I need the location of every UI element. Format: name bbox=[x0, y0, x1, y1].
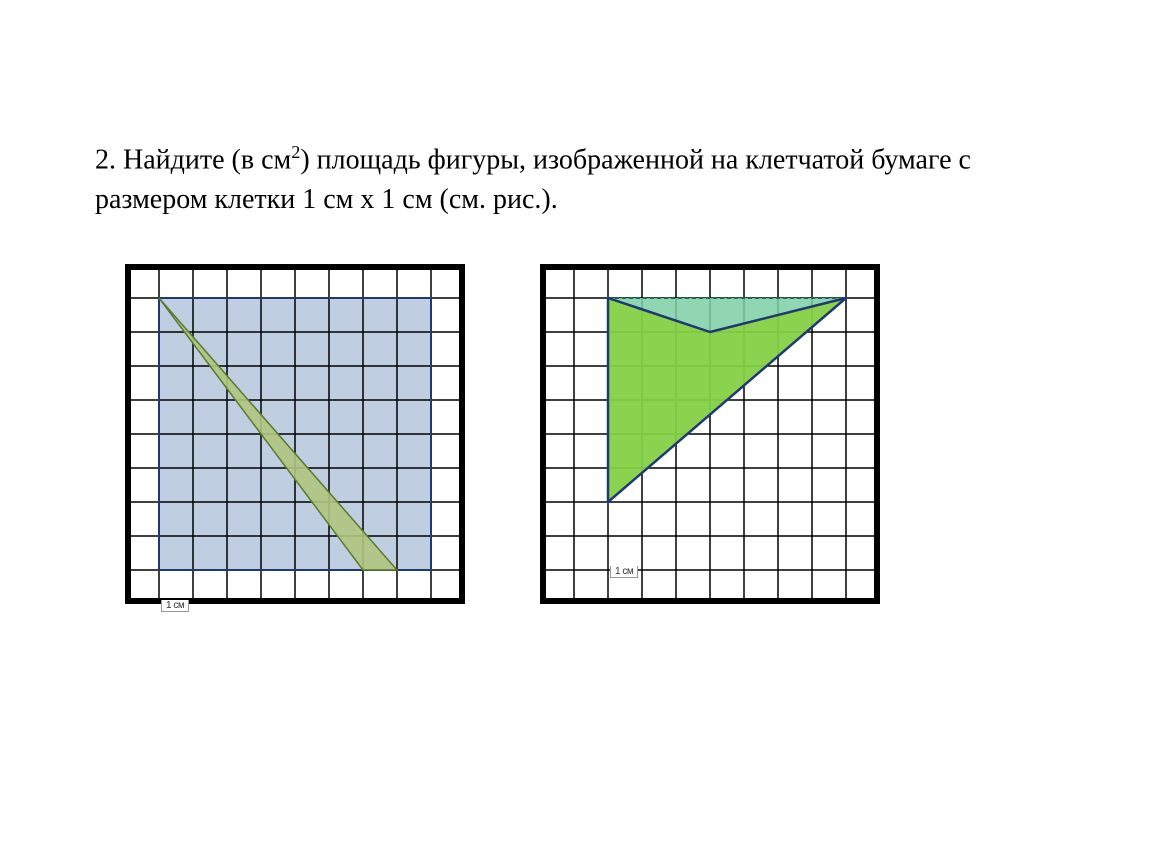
figure-2: 1 см bbox=[540, 264, 880, 604]
grid-figure-1 bbox=[125, 264, 465, 604]
scale-label: 1 см bbox=[610, 566, 638, 578]
scale-label: 1 см bbox=[161, 600, 189, 612]
grid-figure-2 bbox=[540, 264, 880, 604]
figures-row: 1 см 1 см bbox=[95, 264, 1055, 604]
problem-text: 2. Найдите (в см2) площадь фигуры, изобр… bbox=[95, 140, 1055, 219]
problem-number: 2. bbox=[95, 144, 116, 175]
problem-text-1: Найдите (в см bbox=[123, 144, 291, 175]
problem-superscript: 2 bbox=[291, 142, 300, 162]
figure-1: 1 см bbox=[125, 264, 465, 604]
